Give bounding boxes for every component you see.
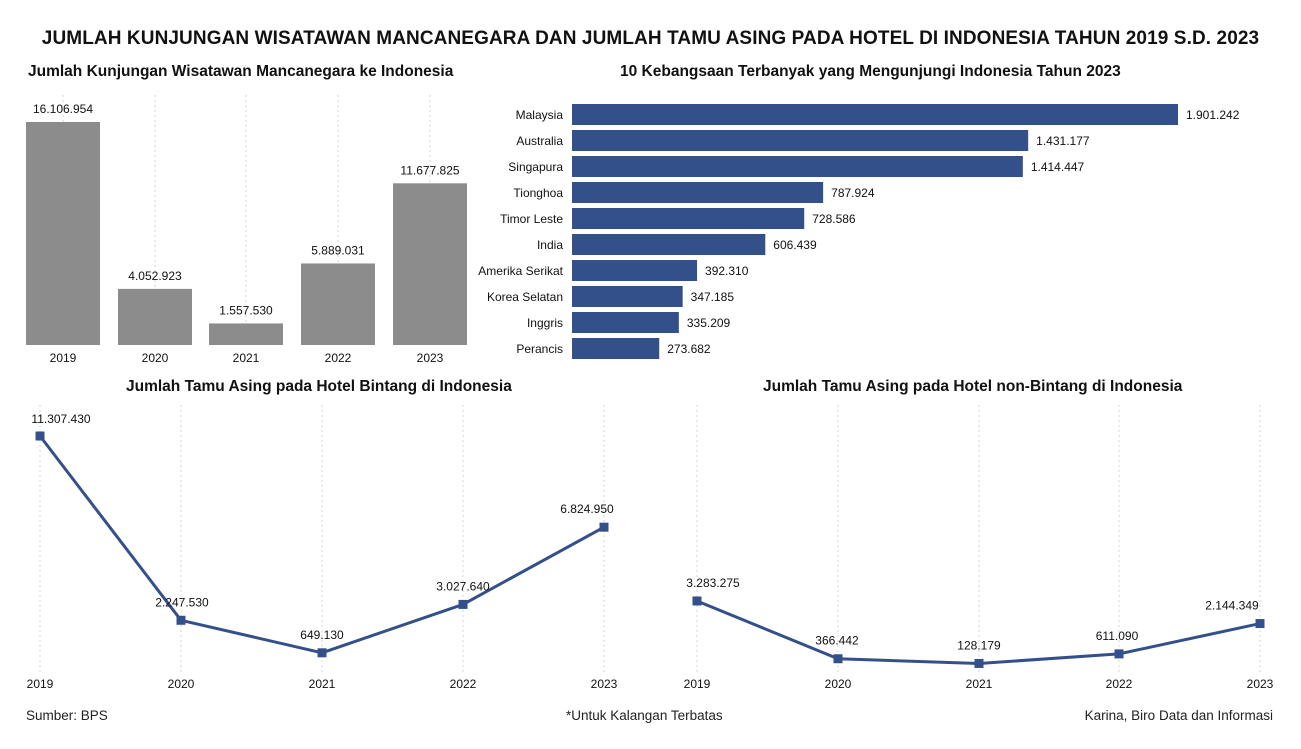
- y-tick-india: India: [537, 238, 563, 252]
- bar-singapura: [572, 156, 1023, 177]
- bar-label-inggris: 335.209: [687, 316, 731, 330]
- star-hotel-point-2023: [599, 522, 609, 532]
- y-tick-malaysia: Malaysia: [516, 108, 564, 122]
- bar-label-tionghoa: 787.924: [831, 186, 875, 200]
- star-hotel-point-2021: [317, 648, 327, 658]
- bar-perancis: [572, 338, 660, 359]
- nonstar-hotel-x-tick-2022: 2022: [1106, 677, 1133, 691]
- star-hotel-point-label-2019: 11.307.430: [31, 412, 90, 426]
- star-hotel-x-tick-2020: 2020: [168, 677, 195, 691]
- chart-title-top-nationalities: 10 Kebangsaan Terbanyak yang Mengunjungi…: [620, 63, 1121, 80]
- x-tick-2019: 2019: [50, 351, 77, 365]
- x-tick-2022: 2022: [325, 351, 352, 365]
- bar-label-2019: 16.106.954: [33, 102, 93, 116]
- chart-title-nonstar-hotel-guests: Jumlah Tamu Asing pada Hotel non-Bintang…: [763, 378, 1183, 395]
- bar-timor-leste: [572, 208, 805, 229]
- bar-label-singapura: 1.414.447: [1031, 160, 1085, 174]
- nonstar-hotel-point-label-2023: 2.144.349: [1205, 599, 1259, 613]
- footer-credit: Karina, Biro Data dan Informasi: [1084, 708, 1273, 723]
- bar-korea-selatan: [572, 286, 683, 307]
- bar-2019: [26, 122, 100, 345]
- nonstar-hotel-point-label-2019: 3.283.275: [686, 576, 740, 590]
- bar-label-india: 606.439: [773, 238, 817, 252]
- nonstar-hotel-x-tick-2021: 2021: [966, 677, 993, 691]
- star-hotel-point-label-2020: 2.247.530: [155, 595, 209, 609]
- nonstar-hotel-point-2021: [974, 658, 984, 668]
- x-tick-2020: 2020: [142, 351, 169, 365]
- nonstar-hotel-point-2022: [1114, 649, 1124, 659]
- bar-label-perancis: 273.682: [667, 342, 711, 356]
- star-hotel-x-tick-2022: 2022: [450, 677, 477, 691]
- nonstar-hotel-point-label-2020: 366.442: [815, 634, 859, 648]
- y-tick-tionghoa: Tionghoa: [513, 186, 563, 200]
- nonstar-hotel-point-label-2022: 611.090: [1096, 629, 1139, 643]
- bar-label-korea-selatan: 347.185: [691, 290, 735, 304]
- nonstar-hotel-point-2023: [1255, 619, 1265, 629]
- star-hotel-point-2020: [176, 615, 186, 625]
- bar-label-amerika-serikat: 392.310: [705, 264, 749, 278]
- star-hotel-point-label-2022: 3.027.640: [436, 579, 490, 593]
- star-hotel-point-label-2021: 649.130: [300, 628, 344, 642]
- bar-australia: [572, 130, 1029, 151]
- y-tick-timor-leste: Timor Leste: [500, 212, 563, 226]
- star-hotel-x-tick-2023: 2023: [591, 677, 618, 691]
- bar-tionghoa: [572, 182, 824, 203]
- bar-2020: [118, 288, 192, 345]
- y-tick-inggris: Inggris: [527, 316, 563, 330]
- bar-inggris: [572, 312, 679, 333]
- bar-2023: [393, 183, 467, 345]
- chart-title-star-hotel-guests: Jumlah Tamu Asing pada Hotel Bintang di …: [126, 378, 512, 395]
- page-title: JUMLAH KUNJUNGAN WISATAWAN MANCANEGARA D…: [41, 28, 1260, 49]
- bar-label-2022: 5.889.031: [311, 243, 365, 257]
- y-tick-perancis: Perancis: [516, 342, 563, 356]
- bar-india: [572, 234, 766, 255]
- bar-malaysia: [572, 104, 1178, 125]
- star-hotel-point-label-2023: 6.824.950: [560, 502, 614, 516]
- bar-label-2021: 1.557.530: [219, 303, 273, 317]
- bar-2022: [301, 263, 375, 345]
- bar-label-australia: 1.431.177: [1036, 134, 1090, 148]
- y-tick-singapura: Singapura: [508, 160, 563, 174]
- nonstar-hotel-point-2019: [692, 596, 702, 606]
- y-tick-amerika-serikat: Amerika Serikat: [478, 264, 563, 278]
- y-tick-australia: Australia: [516, 134, 563, 148]
- bar-label-timor-leste: 728.586: [812, 212, 856, 226]
- y-tick-korea-selatan: Korea Selatan: [487, 290, 563, 304]
- nonstar-hotel-x-tick-2023: 2023: [1247, 677, 1274, 691]
- footer-source: Sumber: BPS: [26, 708, 108, 723]
- nonstar-hotel-x-tick-2019: 2019: [684, 677, 711, 691]
- bar-amerika-serikat: [572, 260, 698, 281]
- star-hotel-point-2019: [35, 431, 45, 441]
- star-hotel-point-2022: [458, 599, 468, 609]
- star-hotel-x-tick-2021: 2021: [309, 677, 336, 691]
- x-tick-2023: 2023: [417, 351, 444, 365]
- bar-label-2023: 11.677.825: [400, 163, 459, 177]
- bar-label-2020: 4.052.923: [128, 269, 182, 283]
- nonstar-hotel-point-2020: [833, 654, 843, 664]
- bar-label-malaysia: 1.901.242: [1186, 108, 1240, 122]
- nonstar-hotel-x-tick-2020: 2020: [825, 677, 852, 691]
- footer-note: *Untuk Kalangan Terbatas: [566, 708, 723, 723]
- star-hotel-x-tick-2019: 2019: [27, 677, 54, 691]
- bar-2021: [209, 323, 283, 345]
- chart-title-tourist-visits: Jumlah Kunjungan Wisatawan Mancanegara k…: [28, 63, 454, 80]
- nonstar-hotel-point-label-2021: 128.179: [957, 638, 1001, 652]
- x-tick-2021: 2021: [233, 351, 260, 365]
